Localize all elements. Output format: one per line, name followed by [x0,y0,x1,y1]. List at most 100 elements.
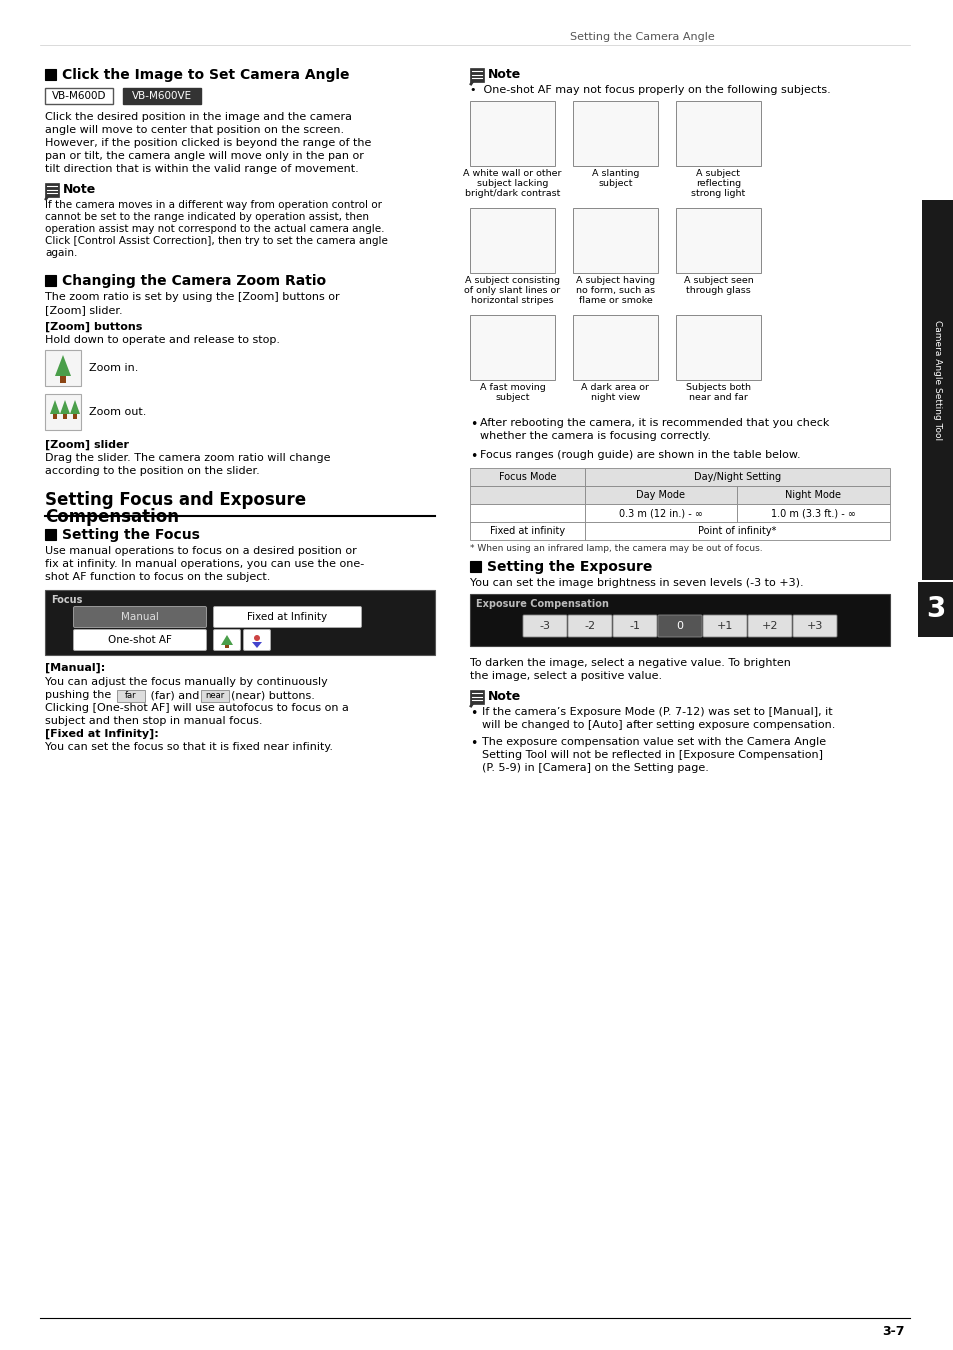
Bar [917,582,953,637]
Text: of only slant lines or: of only slant lines or [464,286,560,296]
Text: +1: +1 [716,621,733,630]
Text: Setting the Camera Angle: Setting the Camera Angle [569,32,714,42]
Bar [470,315,555,379]
Text: horizontal stripes: horizontal stripes [471,296,554,305]
FancyBboxPatch shape [658,616,701,637]
Bar [45,529,56,540]
Bar [573,208,658,273]
Text: 3-7: 3-7 [882,1324,904,1338]
Text: •: • [470,707,476,720]
Text: A white wall or other: A white wall or other [463,169,561,178]
Text: will be changed to [Auto] after setting exposure compensation.: will be changed to [Auto] after setting … [481,720,835,730]
Text: Day/Night Setting: Day/Night Setting [693,472,781,482]
Polygon shape [70,400,80,414]
Text: Fixed at infinity: Fixed at infinity [490,526,564,536]
Text: the image, select a positive value.: the image, select a positive value. [470,671,661,680]
Text: [Zoom] slider.: [Zoom] slider. [45,305,123,315]
Text: strong light: strong light [691,189,745,198]
Bar [676,101,760,166]
FancyBboxPatch shape [613,616,657,637]
Bar [53,414,57,418]
Text: A subject seen: A subject seen [683,275,753,285]
FancyBboxPatch shape [73,606,206,628]
Text: tilt direction that is within the valid range of movement.: tilt direction that is within the valid … [45,163,358,174]
Bar [584,522,889,540]
Bar [470,101,555,166]
Text: whether the camera is focusing correctly.: whether the camera is focusing correctly… [479,431,710,441]
Bar [63,414,67,418]
Text: Focus Mode: Focus Mode [498,472,556,482]
Polygon shape [50,400,60,414]
Text: operation assist may not correspond to the actual camera angle.: operation assist may not correspond to t… [45,224,384,234]
Text: far: far [125,691,136,701]
Text: subject lacking: subject lacking [476,180,548,188]
Text: 1.0 m (3.3 ft.) - ∞: 1.0 m (3.3 ft.) - ∞ [770,508,855,518]
Text: If the camera’s Exposure Mode (P. 7-12) was set to [Manual], it: If the camera’s Exposure Mode (P. 7-12) … [481,707,832,717]
Text: The exposure compensation value set with the Camera Angle: The exposure compensation value set with… [481,737,825,747]
Text: A fast moving: A fast moving [479,383,545,392]
Text: near: near [205,691,224,701]
Text: Manual: Manual [121,612,159,622]
Text: •  One-shot AF may not focus properly on the following subjects.: • One-shot AF may not focus properly on … [470,85,830,94]
Bar [45,350,81,386]
Text: A subject: A subject [696,169,740,178]
Text: subject: subject [495,393,529,402]
FancyBboxPatch shape [213,629,240,651]
Text: Note: Note [488,690,520,703]
Text: •: • [470,418,476,431]
Text: pushing the: pushing the [45,690,114,701]
Text: Focus: Focus [51,595,82,605]
Text: Use manual operations to focus on a desired position or: Use manual operations to focus on a desi… [45,545,356,556]
Text: Clicking [One-shot AF] will use autofocus to focus on a: Clicking [One-shot AF] will use autofocu… [45,703,349,713]
Bar [60,377,66,383]
Text: Click [Control Assist Correction], then try to set the camera angle: Click [Control Assist Correction], then … [45,236,388,246]
FancyBboxPatch shape [702,616,746,637]
Text: Setting Focus and Exposure: Setting Focus and Exposure [45,491,306,509]
Text: VB-M600D: VB-M600D [51,90,106,101]
Text: You can set the focus so that it is fixed near infinity.: You can set the focus so that it is fixe… [45,743,333,752]
Bar [45,69,56,80]
Bar [584,486,737,504]
Text: Night Mode: Night Mode [784,490,841,500]
Bar [45,88,112,104]
Text: One-shot AF: One-shot AF [108,634,172,645]
Text: •: • [470,737,476,751]
Text: [Manual]:: [Manual]: [45,663,105,674]
Text: After rebooting the camera, it is recommended that you check: After rebooting the camera, it is recomm… [479,418,828,428]
Text: according to the position on the slider.: according to the position on the slider. [45,466,259,477]
Text: fix at infinity. In manual operations, you can use the one-: fix at infinity. In manual operations, y… [45,559,364,568]
Text: Note: Note [488,68,520,81]
Text: Camera Angle Setting Tool: Camera Angle Setting Tool [933,320,942,440]
Text: -2: -2 [584,621,595,630]
Text: Point of infinity*: Point of infinity* [698,526,776,536]
Text: To darken the image, select a negative value. To brighten: To darken the image, select a negative v… [470,657,790,668]
Text: through glass: through glass [685,286,750,296]
Text: angle will move to center that position on the screen.: angle will move to center that position … [45,126,344,135]
Text: You can adjust the focus manually by continuously: You can adjust the focus manually by con… [45,676,328,687]
Bar [470,486,584,504]
FancyBboxPatch shape [567,616,612,637]
Text: Zoom in.: Zoom in. [89,363,138,373]
Bar [584,504,737,522]
Polygon shape [55,355,71,377]
Text: (far) and: (far) and [147,690,203,701]
Text: Setting the Focus: Setting the Focus [62,528,200,541]
FancyBboxPatch shape [243,629,271,651]
Polygon shape [60,400,70,414]
Text: Zoom out.: Zoom out. [89,406,146,417]
Text: [Fixed at Infinity]:: [Fixed at Infinity]: [45,729,158,740]
Text: A slanting: A slanting [591,169,639,178]
Bar [470,562,480,572]
Text: Changing the Camera Zoom Ratio: Changing the Camera Zoom Ratio [62,274,326,288]
Text: 3: 3 [925,595,944,622]
FancyBboxPatch shape [792,616,836,637]
FancyBboxPatch shape [747,616,791,637]
Bar [573,315,658,379]
Text: no form, such as: no form, such as [576,286,655,296]
Bar [470,594,889,647]
Bar [584,468,889,486]
Text: Click the desired position in the image and the camera: Click the desired position in the image … [45,112,352,122]
Text: night view: night view [590,393,639,402]
Bar [45,275,56,286]
Bar [737,486,889,504]
